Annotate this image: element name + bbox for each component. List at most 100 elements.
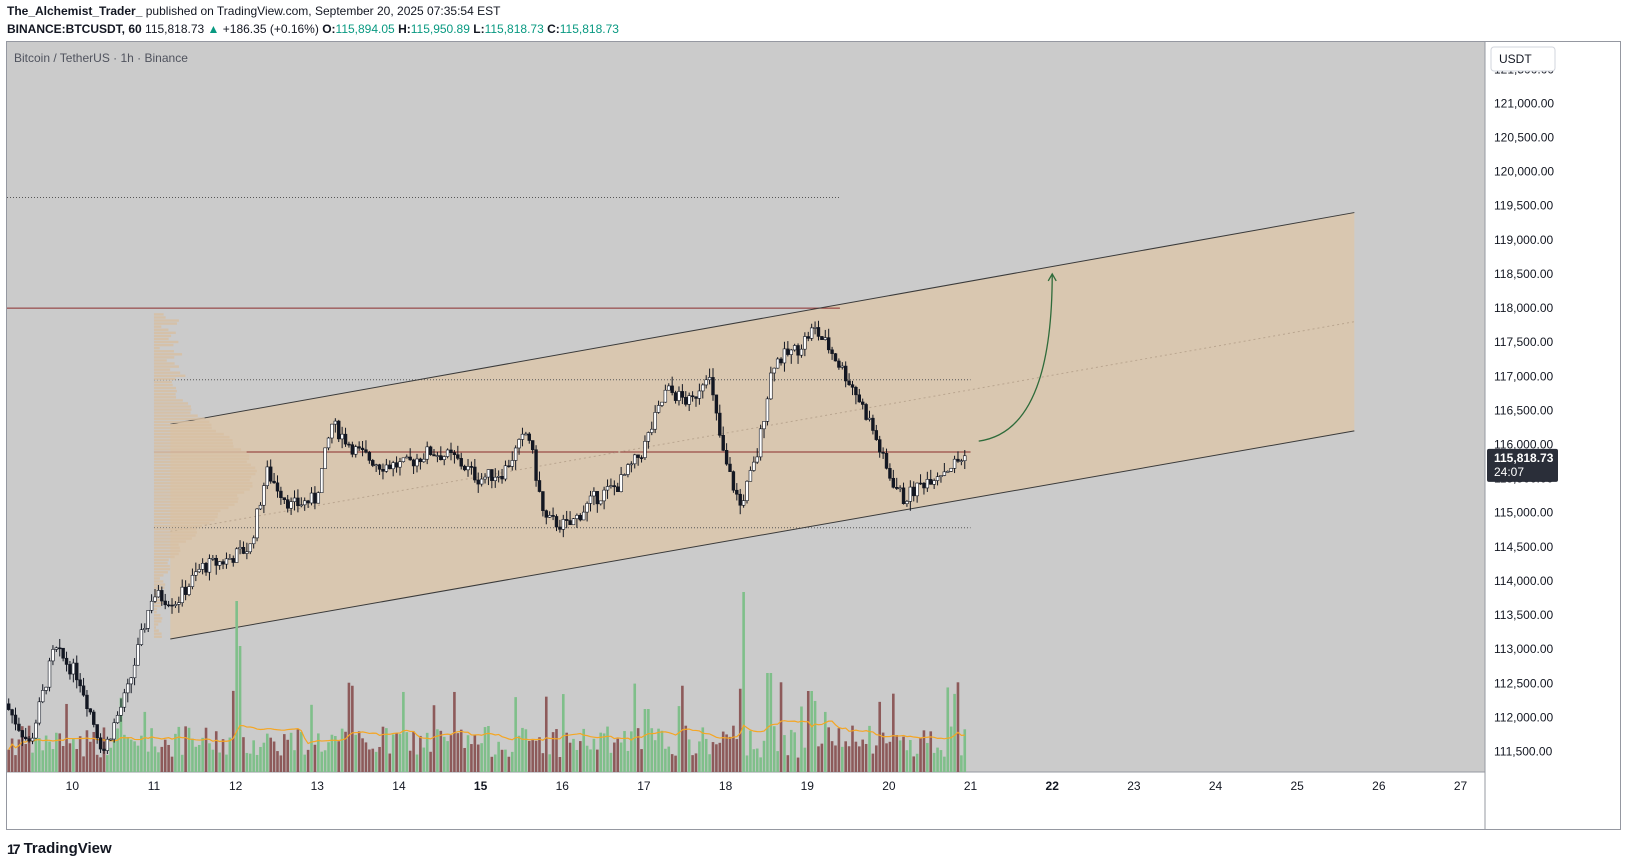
candle-body <box>459 458 463 467</box>
candle-body <box>408 456 412 461</box>
projection-arrow[interactable] <box>978 273 1053 442</box>
volume-bar <box>728 736 732 772</box>
volume-bar <box>538 737 541 772</box>
profile-bar <box>153 426 212 430</box>
volume-bar <box>368 749 371 772</box>
price-tick-label: 121,000.00 <box>1494 96 1554 110</box>
volume-bar <box>868 725 871 772</box>
tradingview-brand[interactable]: 17 TradingView <box>7 840 112 857</box>
volume-bar <box>177 726 181 772</box>
candle-body <box>309 492 314 504</box>
volume-bar <box>840 746 844 772</box>
volume-bar <box>517 735 521 772</box>
candle-body <box>762 421 766 430</box>
volume-bar <box>691 755 694 772</box>
volume-bar <box>772 726 776 772</box>
volume-bar <box>123 734 126 772</box>
candle-body <box>490 469 494 481</box>
candle-body <box>963 455 967 461</box>
volume-bar <box>442 736 446 772</box>
volume-bar <box>398 734 402 772</box>
price-tick-label: 119,500.00 <box>1494 199 1553 213</box>
profile-bar <box>153 319 179 322</box>
profile-bar <box>153 454 250 457</box>
candle-body <box>946 471 950 473</box>
profile-bar <box>153 435 230 439</box>
volume-bar <box>133 741 136 772</box>
volume-bar <box>956 682 960 772</box>
currency-button[interactable]: USDT <box>1490 46 1556 72</box>
candle-body <box>126 683 130 694</box>
volume-bar <box>157 752 160 772</box>
price-tick-label: 120,000.00 <box>1494 165 1554 179</box>
price-tick-label: 119,000.00 <box>1494 233 1553 247</box>
time-tick-label: 22 <box>1046 779 1060 793</box>
candle-body <box>37 701 42 724</box>
author-name[interactable]: The_Alchemist_Trader_ <box>7 4 143 18</box>
candle-body <box>132 664 137 679</box>
time-tick-label: 25 <box>1291 779 1305 793</box>
candle-body <box>432 454 436 457</box>
profile-bar <box>153 531 197 534</box>
volume-bar <box>861 739 865 772</box>
candle-body <box>809 327 814 339</box>
candle-body <box>391 462 395 470</box>
candle-body <box>415 458 419 467</box>
volume-bar <box>289 732 293 772</box>
volume-bar <box>827 727 830 772</box>
volume-bar <box>361 738 364 772</box>
profile-bar <box>153 482 253 485</box>
candle-body <box>418 458 423 463</box>
candle-body <box>405 456 409 459</box>
symbol-label[interactable]: BINANCE:BTCUSDT, 60 <box>7 22 142 36</box>
candle-body <box>769 372 773 400</box>
volume-bar <box>225 754 228 772</box>
profile-bar <box>153 475 252 479</box>
candle-body <box>626 464 630 475</box>
volume-bar <box>626 750 630 772</box>
candle-body <box>850 384 855 388</box>
candle-body <box>166 604 171 607</box>
candle-body <box>238 547 242 550</box>
volume-bar <box>504 749 507 772</box>
candle-body <box>806 336 810 339</box>
close-label: C: <box>547 22 560 36</box>
candle-body <box>343 433 348 445</box>
volume-bar <box>55 732 58 772</box>
price-tick-label: 113,000.00 <box>1494 642 1553 656</box>
candle-body <box>905 501 909 505</box>
volume-bar <box>558 757 562 772</box>
candle-body <box>500 475 504 480</box>
profile-bar <box>153 543 179 546</box>
candle-body <box>462 465 467 471</box>
volume-bar <box>112 740 116 772</box>
channel-upper-line[interactable] <box>170 212 1355 425</box>
channel-fill <box>170 212 1355 639</box>
volume-bar <box>466 735 470 772</box>
volume-bar <box>919 737 922 772</box>
volume-bar <box>745 755 749 772</box>
profile-bar <box>153 439 233 442</box>
candle-body <box>901 487 906 505</box>
volume-bar <box>596 749 599 772</box>
candle-body <box>367 452 372 461</box>
brand-name: TradingView <box>23 840 112 857</box>
price-chart[interactable]: Bitcoin / TetherUS · 1h · Binance 121,50… <box>7 42 1620 829</box>
candle-body <box>643 441 647 458</box>
profile-bar <box>153 635 162 638</box>
volume-bar <box>602 733 606 772</box>
candle-body <box>231 558 235 563</box>
time-tick-label: 23 <box>1127 779 1141 793</box>
volume-bar <box>415 754 419 772</box>
candle-body <box>871 417 875 431</box>
volume-ma-line <box>8 720 965 751</box>
candle-body <box>775 358 780 369</box>
volume-bar <box>204 727 208 772</box>
volume-bar <box>732 725 735 772</box>
published-text: published on TradingView.com, September … <box>145 4 501 18</box>
channel-lower-line[interactable] <box>170 430 1355 640</box>
candle-body <box>731 471 736 491</box>
volume-bar <box>721 731 725 772</box>
volume-bar <box>242 737 245 772</box>
volume-bar <box>34 727 38 772</box>
